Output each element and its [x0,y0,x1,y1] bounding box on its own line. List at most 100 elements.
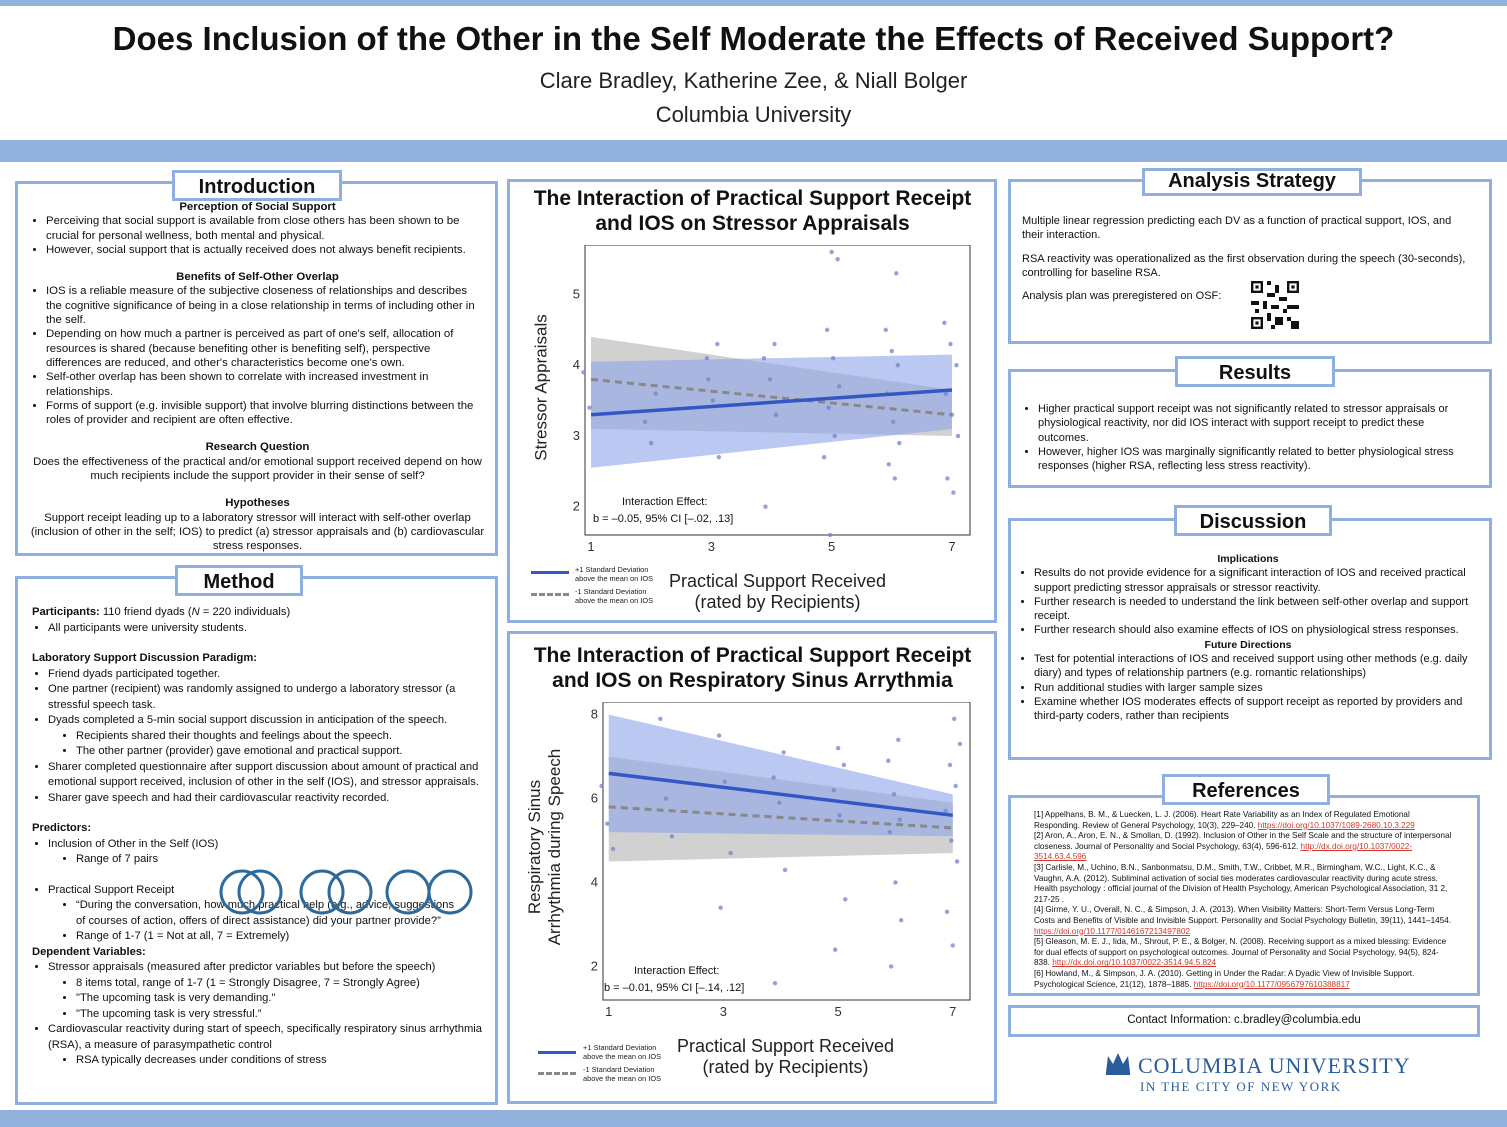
list-item: Sharer completed questionnaire after sup… [48,760,484,791]
list-item: Examine whether IOS moderates effects of… [1034,695,1478,724]
columbia-crown-icon [1106,1053,1130,1075]
reference-link[interactable]: https://doi.org/10.1037/1089-2680.10.3.2… [1257,820,1415,830]
data-point [610,846,616,852]
data-point [943,808,948,814]
list-item: "The upcoming task is very demanding." [76,991,484,1007]
participants-text: 110 friend dyads ( [99,606,192,618]
chart2-legend-plus-label: +1 Standard Deviation above the mean on … [583,1043,662,1061]
chart2-legend-minus-label: -1 Standard Deviation above the mean on … [583,1065,662,1083]
intro-subheading-hypotheses: Hypotheses [225,497,290,510]
discussion-subheading-implications: Implications [1217,553,1279,565]
data-point [954,859,960,864]
list-item: Stressor appraisals (measured after pred… [48,960,484,976]
predictors-label: Predictors: [32,822,92,834]
data-point [947,762,953,768]
y-tick-label: 6 [591,791,598,806]
data-point [831,787,837,793]
poster-title: Does Inclusion of the Other in the Self … [112,20,1395,57]
data-point [894,271,899,276]
list-item: Depending on how much a partner is perce… [46,327,485,370]
data-point [957,741,963,747]
chart2-legend-plus-line [538,1051,576,1054]
data-point [887,829,892,835]
chart1-x-label: Practical Support Received (rated by Rec… [668,571,887,612]
y-tick-label: 8 [591,707,598,722]
references-panel [1008,795,1480,996]
list-item: RSA typically decreases under conditions… [76,1053,484,1069]
data-point [951,490,956,495]
dv-label: Dependent Variables: [32,945,146,958]
list-item: IOS is a reliable measure of the subject… [46,284,485,327]
data-point [581,370,586,375]
list-item: Recipients shared their thoughts and fee… [76,729,484,745]
contact-info: Contact Information: c.bradley@columbia.… [1127,1014,1361,1026]
chart1-y-label: Stressor Appraisals [531,314,551,461]
data-point [781,750,786,755]
data-point [950,943,955,948]
list-item: Run additional studies with larger sampl… [1034,681,1478,695]
chart1-legend-plus-label: +1 Standard Deviation above the mean on … [575,565,654,583]
data-point [772,341,777,347]
reference-item: [6] Howland, M., & Simpson, J. A. (2010)… [1034,968,1415,989]
list-item: Test for potential interactions of IOS a… [1034,652,1478,681]
reference-link[interactable]: https://doi.org/10.1177/0956797610388817 [1193,979,1350,989]
data-point [763,504,768,509]
regression-line-plus-sd [608,771,954,818]
discussion-subheading-future: Future Directions [1204,638,1292,651]
interaction-effect-label: Interaction Effect: [622,496,707,508]
y-tick-label: 4 [573,357,580,372]
data-point [897,817,902,822]
data-point [891,419,896,425]
reference-link[interactable]: http://dx.doi.org/10.1037/0022-3514.94.5… [1052,958,1217,968]
columbia-logo-name: COLUMBIA UNIVERSITY [1138,1053,1411,1078]
interaction-effect-value: b = –0.05, 95% CI [–.02, .13] [593,513,733,525]
paradigm-label: Laboratory Support Discussion Paradigm: [32,652,258,664]
data-point [761,355,767,361]
data-point [773,412,779,417]
introduction-text: Perception of Social Support Perceiving … [30,200,485,554]
list-item: Sharer gave speech and had their cardiov… [48,791,484,807]
analysis-panel [1008,179,1492,344]
data-point [898,918,904,923]
reference-link[interactable]: https://doi.org/10.1177/0146167213497802 [1034,926,1191,936]
data-point [953,783,958,789]
analysis-text: Multiple linear regression predicting ea… [1022,214,1472,312]
reference-item: [1] Appelhans, B. M., & Luecken, L. J. (… [1034,810,1415,830]
data-point [718,905,723,910]
chart1-title: The Interaction of Practical Support Rec… [533,187,972,235]
analysis-p1: Multiple linear regression predicting ea… [1022,215,1452,242]
data-point [835,256,840,262]
analysis-p2: RSA reactivity was operationalized as th… [1022,252,1466,279]
columbia-logo-sub: IN THE CITY OF NEW YORK [1140,1079,1342,1094]
participants-rest: = 220 individuals) [199,606,291,618]
data-point [821,454,827,460]
data-point [710,398,716,403]
data-point [841,762,847,768]
poster-affiliation: Columbia University [655,102,852,127]
introduction-panel [15,181,498,556]
chart1-legend-minus-label: -1 Standard Deviation above the mean on … [575,587,654,605]
results-panel [1008,369,1492,488]
reference-link[interactable]: http://dx.doi.org/10.1037/0022-3514.63.4… [1034,841,1413,862]
list-item: "The upcoming task is very stressful.” [76,1007,484,1023]
data-point [949,838,954,843]
reference-item: [4] Girme, Y. U., Overall, N. C., & Simp… [1034,905,1452,936]
data-point [605,821,610,826]
data-point [829,249,834,255]
list-item: Results do not provide evidence for a si… [1034,566,1478,595]
osf-qr-code-icon[interactable] [1251,281,1299,329]
data-point [599,783,604,789]
reference-item: [2] Aron, A., Aron, E. N., & Smollan, D.… [1034,831,1452,862]
data-point [669,834,675,839]
data-point [663,796,669,801]
hypotheses-text: Support receipt leading up to a laborato… [30,511,485,553]
x-tick-label: 7 [949,1004,956,1019]
data-point [944,909,950,915]
list-item: However, social support that is actually… [46,243,485,257]
data-point [886,462,891,467]
list-item: Range of 1-7 (1 = Not at all, 7 = Extrem… [76,929,484,945]
list-item: “During the conversation, how much pract… [76,898,484,929]
data-point [948,341,953,347]
intro-subheading-perception: Perception of Social Support [179,201,336,213]
data-point [771,775,776,780]
